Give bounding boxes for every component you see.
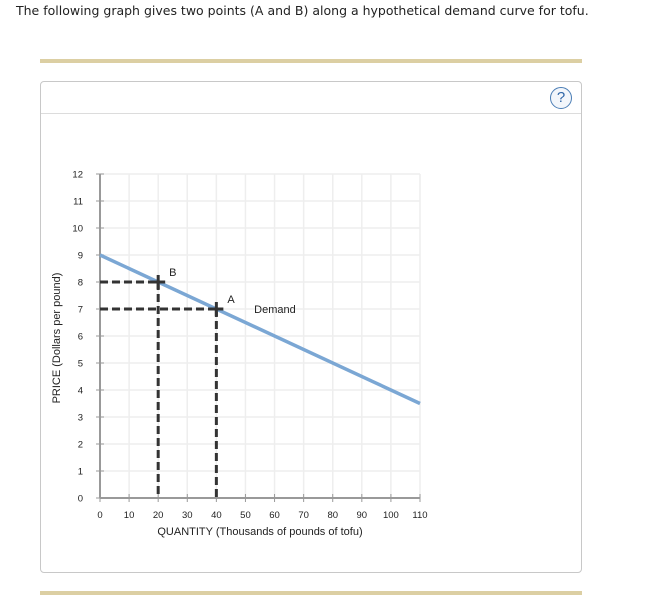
x-tick-label: 10 bbox=[124, 510, 135, 521]
panel-header-divider bbox=[41, 113, 581, 114]
x-tick-label: 0 bbox=[97, 510, 102, 521]
y-tick-label: 8 bbox=[78, 278, 83, 289]
y-axis-label: PRICE (Dollars per pound) bbox=[51, 273, 63, 404]
point-label-A: A bbox=[227, 294, 235, 306]
top-divider bbox=[40, 59, 582, 63]
x-tick-label: 20 bbox=[153, 510, 164, 521]
x-tick-label: 70 bbox=[298, 510, 309, 521]
x-tick-label: 80 bbox=[327, 510, 338, 521]
x-tick-label: 40 bbox=[211, 510, 222, 521]
dashed-guide-lines bbox=[100, 280, 218, 498]
y-tick-label: 11 bbox=[73, 197, 83, 208]
help-button[interactable]: ? bbox=[550, 87, 572, 109]
y-tick-label: 9 bbox=[78, 251, 83, 262]
point-B[interactable]: B bbox=[151, 267, 177, 289]
y-tick-label: 12 bbox=[72, 170, 83, 181]
grid-lines bbox=[100, 173, 421, 498]
bottom-divider bbox=[40, 591, 582, 595]
y-tick-label: 4 bbox=[78, 386, 83, 397]
y-tick-label: 3 bbox=[78, 413, 83, 424]
x-tick-label: 100 bbox=[383, 510, 399, 521]
x-tick-label: 30 bbox=[182, 510, 193, 521]
y-tick-label: 7 bbox=[78, 305, 83, 316]
y-tick-label: 6 bbox=[78, 332, 83, 343]
x-tick-label: 90 bbox=[357, 510, 368, 521]
demand-label: Demand bbox=[254, 304, 296, 316]
demand-curve[interactable] bbox=[99, 253, 421, 406]
point-markers: BA bbox=[151, 267, 235, 316]
axes bbox=[96, 173, 421, 502]
point-label-B: B bbox=[169, 267, 176, 279]
intro-text: The following graph gives two points (A … bbox=[16, 3, 589, 18]
y-tick-label: 5 bbox=[78, 359, 83, 370]
x-tick-label: 60 bbox=[269, 510, 280, 521]
y-tick-label: 10 bbox=[72, 224, 83, 235]
question-circle-icon: ? bbox=[556, 89, 566, 106]
y-tick-label: 0 bbox=[78, 494, 83, 505]
point-A[interactable]: A bbox=[209, 294, 235, 316]
graph-panel: ? bbox=[40, 81, 582, 573]
x-axis-label: QUANTITY (Thousands of pounds of tofu) bbox=[157, 526, 362, 538]
x-tick-label: 110 bbox=[412, 510, 427, 521]
tick-labels: 0 10 20 30 40 50 60 70 80 90 100 110012345678910111… bbox=[72, 170, 427, 522]
x-tick-label: 50 bbox=[240, 510, 251, 521]
y-tick-label: 1 bbox=[78, 467, 83, 478]
y-tick-label: 2 bbox=[78, 440, 83, 451]
